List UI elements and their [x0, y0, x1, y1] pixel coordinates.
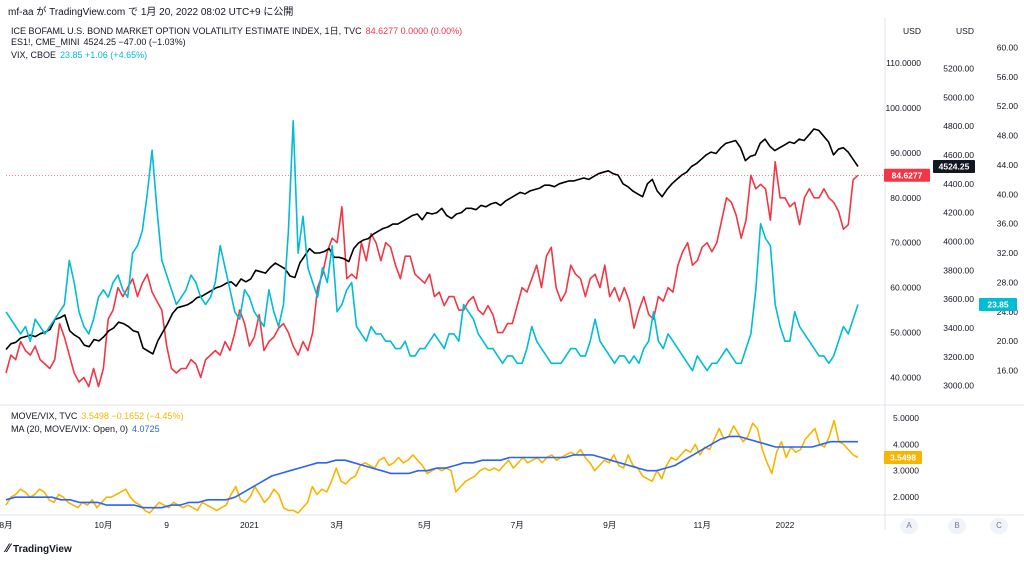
vix-axis-tick-11: 60.00 — [997, 42, 1019, 52]
es-axis-unit-label: USD — [956, 26, 974, 36]
x-axis-tick-8: 11月 — [694, 520, 711, 530]
x-axis-tick-1: 10月 — [94, 520, 112, 530]
ratio-axis-tick-3: 5.0000 — [893, 413, 919, 423]
series-line-4 — [5, 435, 858, 509]
series-line-1 — [5, 128, 859, 355]
move-last-badge-bg — [884, 168, 930, 182]
vix-last-badge-text: 23.85 — [987, 300, 1009, 310]
es-axis-tick-10: 5000.00 — [943, 92, 974, 102]
legend-vix[interactable]: VIX, CBOE 23.85 +1.06 (+4.65%) — [11, 50, 147, 60]
es-axis-tick-11: 5200.00 — [943, 63, 974, 73]
vix-axis-tick-10: 56.00 — [997, 72, 1019, 82]
vix-axis-tick-4: 32.00 — [997, 248, 1019, 258]
move-axis-tick-1: 50.0000 — [890, 328, 921, 338]
es-last-badge-bg — [933, 159, 975, 173]
vix-axis-tick-1: 20.00 — [997, 336, 1019, 346]
es-axis-tick-3: 3600.00 — [943, 294, 974, 304]
legend-move-value: 84.6277 0.0000 (0.00%) — [365, 26, 463, 36]
legend-ratio-name: MOVE/VIX, TVC — [11, 411, 78, 421]
es-last-badge-text: 4524.25 — [939, 161, 970, 171]
legend-ratio-value: 3.5498 −0.1652 (−4.45%) — [81, 411, 184, 421]
x-axis-tick-9: 2022 — [776, 520, 795, 530]
footer-brand[interactable]: ⁄⁄ TradingView — [6, 541, 72, 555]
ratio-axis-tick-0: 2.0000 — [893, 492, 919, 502]
x-axis-tick-0: 8月 — [0, 520, 13, 530]
legend-vix-name: VIX, CBOE — [11, 50, 57, 60]
legend-ma[interactable]: MA (20, MOVE/VIX: Open, 0) 4.0725 — [11, 424, 160, 434]
footer-brand-label: TradingView — [13, 544, 72, 555]
vix-axis-tick-6: 40.00 — [997, 189, 1019, 199]
move-axis-tick-5: 90.0000 — [890, 148, 921, 158]
move-axis-tick-7: 110.0000 — [886, 58, 921, 68]
es-axis-tick-4: 3800.00 — [943, 265, 974, 275]
vix-axis-tick-8: 48.00 — [997, 131, 1019, 141]
x-axis-tick-3: 2021 — [240, 520, 259, 530]
es-axis-tick-8: 4600.00 — [943, 150, 974, 160]
move-axis-tick-6: 100.0000 — [886, 103, 922, 113]
vix-axis-tick-5: 36.00 — [997, 219, 1019, 229]
legend-move[interactable]: ICE BOFAML U.S. BOND MARKET OPTION VOLAT… — [11, 24, 462, 37]
series-line-0 — [5, 161, 859, 388]
x-axis-tick-6: 7月 — [511, 520, 524, 530]
move-axis-unit-label: USD — [903, 26, 921, 36]
legend-es[interactable]: ES1!, CME_MINI 4524.25 −47.00 (−1.03%) — [11, 37, 186, 47]
vix-axis-tick-7: 44.00 — [997, 160, 1019, 170]
es-axis-tick-0: 3000.00 — [943, 381, 974, 391]
es-axis-tick-9: 4800.00 — [943, 121, 974, 131]
legend-es-value: 4524.25 −47.00 (−1.03%) — [83, 37, 186, 47]
move-axis-tick-4: 80.0000 — [890, 193, 921, 203]
es-axis-tick-2: 3400.00 — [943, 323, 974, 333]
publish-header: mf-aa が TradingView.com で 1月 20, 2022 08… — [8, 7, 294, 18]
axis-b-button[interactable]: B — [948, 518, 966, 534]
series-line-3 — [5, 419, 859, 514]
move-last-badge-text: 84.6277 — [892, 170, 923, 180]
ratio-axis-tick-2: 4.0000 — [893, 439, 919, 449]
ratio-last-badge-text: 3.5498 — [890, 453, 916, 463]
es-axis-tick-5: 4000.00 — [943, 236, 974, 246]
x-axis-tick-7: 9月 — [603, 520, 616, 530]
legend-move-name: ICE BOFAML U.S. BOND MARKET OPTION VOLAT… — [11, 26, 362, 36]
es-axis-tick-1: 3200.00 — [943, 352, 974, 362]
vix-axis-tick-2: 24.00 — [997, 307, 1019, 317]
x-axis-tick-2: 9 — [164, 520, 169, 530]
legend-vix-value: 23.85 +1.06 (+4.65%) — [60, 50, 148, 60]
move-axis-tick-3: 70.0000 — [890, 238, 921, 248]
axis-c-button[interactable]: C — [990, 518, 1008, 534]
move-axis-tick-0: 40.0000 — [890, 373, 921, 383]
vix-axis-tick-3: 28.00 — [997, 277, 1019, 287]
x-axis-tick-5: 5月 — [418, 520, 431, 530]
legend-ratio[interactable]: MOVE/VIX, TVC 3.5498 −0.1652 (−4.45%) — [11, 411, 183, 421]
vix-axis-tick-9: 52.00 — [997, 101, 1019, 111]
legend-es-name: ES1!, CME_MINI — [11, 37, 80, 47]
legend-ma-value: 4.0725 — [132, 424, 160, 434]
tradingview-logo-icon: ⁄⁄ — [6, 541, 11, 555]
series-line-2 — [5, 120, 859, 372]
move-axis-tick-2: 60.0000 — [890, 283, 921, 293]
vix-axis-tick-0: 16.00 — [997, 366, 1019, 376]
axis-a-button[interactable]: A — [900, 518, 918, 534]
vix-last-badge-bg — [979, 298, 1017, 311]
ratio-axis-tick-1: 3.0000 — [893, 466, 919, 476]
es-axis-tick-6: 4200.00 — [943, 208, 974, 218]
ratio-last-badge-bg — [884, 451, 922, 465]
es-axis-tick-7: 4400.00 — [943, 179, 974, 189]
legend-ma-name: MA (20, MOVE/VIX: Open, 0) — [11, 424, 129, 434]
x-axis-tick-4: 3月 — [330, 520, 343, 530]
